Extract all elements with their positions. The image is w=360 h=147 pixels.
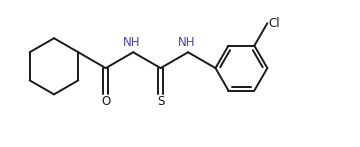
Text: NH: NH [177, 36, 195, 49]
Text: S: S [157, 95, 164, 108]
Text: NH: NH [123, 36, 140, 49]
Text: Cl: Cl [269, 17, 280, 30]
Text: O: O [101, 95, 111, 108]
